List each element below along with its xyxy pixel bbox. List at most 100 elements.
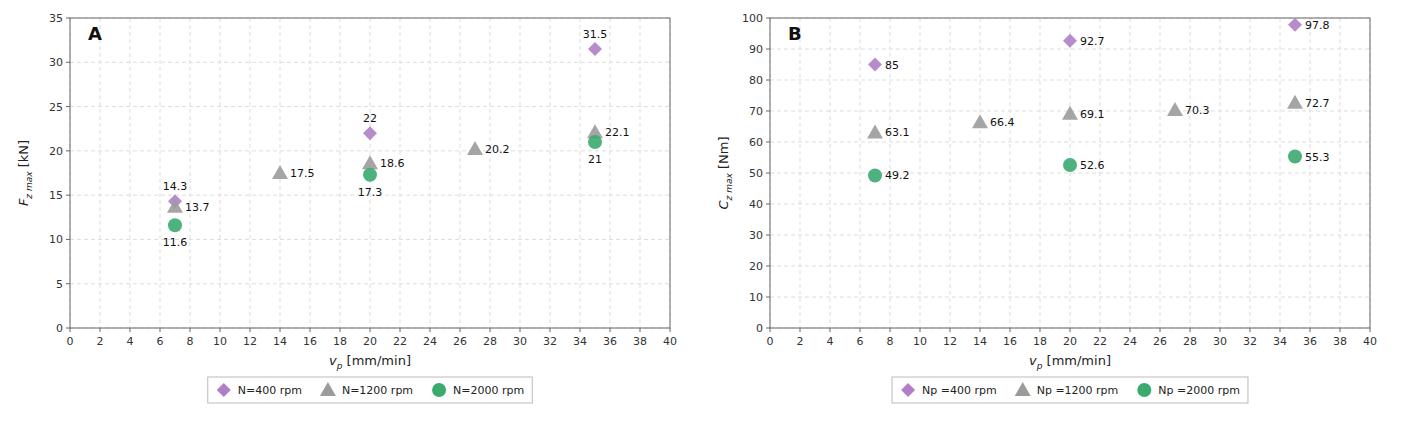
grid-line-y bbox=[70, 106, 670, 107]
label-unit: [mm/min] bbox=[1042, 353, 1111, 368]
tick-label-y: 70 bbox=[749, 105, 763, 118]
legend-marker bbox=[1137, 383, 1151, 397]
tick-x bbox=[280, 328, 281, 332]
tick-x bbox=[1190, 328, 1191, 332]
grid-line-y bbox=[770, 142, 1370, 143]
legend: N=400 rpmN=1200 rpmN=2000 rpm bbox=[208, 377, 532, 403]
grid-line-y bbox=[770, 297, 1370, 298]
legend-box bbox=[208, 377, 532, 403]
grid-line-x bbox=[520, 18, 521, 328]
y-axis-label: Cz max [Nm] bbox=[716, 137, 734, 210]
y-axis-label: Fz max [kN] bbox=[16, 140, 34, 206]
grid-line-y bbox=[770, 80, 1370, 81]
grid-line-x bbox=[640, 18, 641, 328]
tick-label-x: 6 bbox=[857, 335, 864, 348]
tick-y bbox=[66, 18, 70, 19]
point bbox=[1287, 95, 1303, 109]
tick-x bbox=[1340, 328, 1341, 332]
tick-label-x: 14 bbox=[973, 335, 987, 348]
tick-label-y: 0 bbox=[56, 322, 63, 335]
grid-line-x bbox=[160, 18, 161, 328]
plot-frame bbox=[70, 18, 670, 328]
point bbox=[867, 124, 883, 138]
tick-y bbox=[766, 328, 770, 329]
tick-label-x: 26 bbox=[1153, 335, 1167, 348]
data-label: 85 bbox=[885, 59, 899, 72]
tick-x bbox=[400, 328, 401, 332]
grid-line-y bbox=[70, 150, 670, 151]
grid-line-y bbox=[70, 283, 670, 284]
tick-y bbox=[766, 80, 770, 81]
tick-x bbox=[1310, 328, 1311, 332]
tick-label-x: 24 bbox=[1123, 335, 1137, 348]
point bbox=[588, 135, 602, 149]
grid-line-x bbox=[490, 18, 491, 328]
tick-y bbox=[766, 111, 770, 112]
axis-ticks: 0246810121416182022242628303234363840010… bbox=[742, 12, 1377, 348]
data-labels: 14.32231.513.717.518.620.222.111.617.321 bbox=[163, 28, 630, 249]
tick-y bbox=[66, 239, 70, 240]
legend-label: N=400 rpm bbox=[238, 384, 302, 397]
tick-x bbox=[520, 328, 521, 332]
data-label: 69.1 bbox=[1080, 108, 1105, 121]
tick-x bbox=[1070, 328, 1071, 332]
legend-marker bbox=[320, 382, 336, 396]
grid-line-x bbox=[190, 18, 191, 328]
tick-label-x: 2 bbox=[797, 335, 804, 348]
legend-label: Np =1200 rpm bbox=[1037, 384, 1119, 397]
tick-label-x: 12 bbox=[243, 335, 257, 348]
tick-x bbox=[1250, 328, 1251, 332]
tick-x bbox=[370, 328, 371, 332]
tick-x bbox=[190, 328, 191, 332]
tick-x bbox=[1280, 328, 1281, 332]
tick-label-x: 20 bbox=[363, 335, 377, 348]
point bbox=[1288, 18, 1302, 32]
grid-line-x bbox=[340, 18, 341, 328]
legend-item: Np =2000 rpm bbox=[1137, 383, 1240, 397]
tick-label-x: 18 bbox=[333, 335, 347, 348]
legend-marker bbox=[432, 383, 446, 397]
tick-label-x: 30 bbox=[1213, 335, 1227, 348]
tick-label-x: 6 bbox=[157, 335, 164, 348]
grid-line-x bbox=[130, 18, 131, 328]
marks bbox=[167, 42, 603, 232]
tick-x bbox=[610, 328, 611, 332]
series bbox=[867, 95, 1303, 139]
grid-line-x bbox=[950, 18, 951, 328]
marks bbox=[867, 18, 1303, 182]
data-label: 18.6 bbox=[380, 157, 405, 170]
tick-label-y: 30 bbox=[749, 229, 763, 242]
tick-y bbox=[66, 195, 70, 196]
point bbox=[868, 58, 882, 72]
tick-label-y: 80 bbox=[749, 74, 763, 87]
tick-x bbox=[640, 328, 641, 332]
tick-label-x: 26 bbox=[453, 335, 467, 348]
tick-label-x: 40 bbox=[1363, 335, 1377, 348]
data-label: 22.1 bbox=[605, 126, 630, 139]
grid-line-y bbox=[70, 62, 670, 63]
panel-title: A bbox=[88, 23, 102, 44]
data-label: 97.8 bbox=[1305, 19, 1330, 32]
grid-line-y bbox=[770, 49, 1370, 50]
series bbox=[868, 18, 1302, 72]
tick-label-y: 20 bbox=[749, 260, 763, 273]
grid-line-y bbox=[770, 173, 1370, 174]
tick-x bbox=[220, 328, 221, 332]
grid-line-x bbox=[580, 18, 581, 328]
tick-x bbox=[430, 328, 431, 332]
tick-x bbox=[130, 328, 131, 332]
tick-label-x: 32 bbox=[1243, 335, 1257, 348]
tick-y bbox=[766, 49, 770, 50]
tick-label-x: 10 bbox=[213, 335, 227, 348]
tick-x bbox=[1370, 328, 1371, 332]
data-label: 22 bbox=[363, 112, 377, 125]
legend-item: Np =400 rpm bbox=[901, 383, 997, 397]
tick-label-x: 16 bbox=[303, 335, 317, 348]
legend-item: Np =1200 rpm bbox=[1015, 382, 1119, 397]
tick-x bbox=[160, 328, 161, 332]
tick-x bbox=[770, 328, 771, 332]
point bbox=[868, 168, 882, 182]
grid-line-x bbox=[250, 18, 251, 328]
tick-y bbox=[766, 142, 770, 143]
point bbox=[362, 155, 378, 169]
